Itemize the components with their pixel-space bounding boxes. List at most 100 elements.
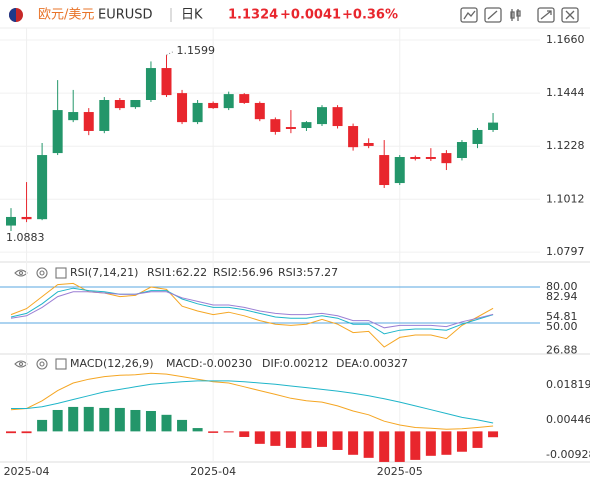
candle-body xyxy=(425,157,436,159)
x-tick-label: 2025-05 xyxy=(377,465,423,478)
macd-bar xyxy=(410,431,421,460)
macd-bar xyxy=(37,419,48,432)
macd-bar xyxy=(254,431,265,444)
gear-icon[interactable] xyxy=(36,358,48,370)
macd-bar xyxy=(394,431,405,462)
x-tick-label: 2025-04 xyxy=(190,465,236,478)
candle-body xyxy=(410,157,421,159)
macd-bar xyxy=(348,431,359,455)
series-line xyxy=(10,287,494,335)
close-button[interactable] xyxy=(561,7,579,23)
macd-bar xyxy=(145,410,156,432)
candle-body xyxy=(270,119,281,132)
y-tick-label: 1.1228 xyxy=(546,139,585,152)
y-tick-label: 50.00 xyxy=(546,320,578,333)
candle-body xyxy=(208,102,219,109)
y-tick-label: 82.94 xyxy=(546,290,578,303)
macd-bar xyxy=(21,431,32,434)
candle-body xyxy=(68,112,79,121)
candle-body xyxy=(379,155,390,186)
macd-bar xyxy=(208,431,219,433)
draw-button[interactable] xyxy=(484,7,502,23)
candle-body xyxy=(21,216,32,220)
macd-bar xyxy=(301,431,312,448)
series-line xyxy=(11,380,494,424)
y-tick-label: 1.1660 xyxy=(546,33,585,46)
macd-bar xyxy=(270,431,281,446)
y-tick-label: 26.88 xyxy=(546,344,578,357)
macd-bar xyxy=(6,431,16,434)
macd-bar xyxy=(223,431,234,433)
symbol[interactable]: 欧元/美元 xyxy=(38,8,94,23)
series-line xyxy=(10,372,494,430)
macd-bar xyxy=(488,431,499,438)
candle-body xyxy=(239,94,250,103)
candle-body xyxy=(192,102,203,123)
indicator-title: MACD(12,26,9) xyxy=(70,357,154,370)
legend-entry: RSI2:56.96 xyxy=(213,266,273,279)
price: 1.1324 xyxy=(228,8,278,23)
x-tick-label: 2025-04 xyxy=(4,465,50,478)
period[interactable]: 日K xyxy=(181,8,203,23)
y-tick-label: 0.00446 xyxy=(546,413,590,426)
macd-bar xyxy=(285,431,296,448)
indicator-title: RSI(7,14,21) xyxy=(70,266,138,279)
candle-body xyxy=(317,107,327,125)
macd-bar xyxy=(239,431,250,437)
candle-body xyxy=(285,127,296,129)
y-tick-label: 1.1012 xyxy=(546,192,585,205)
candle-body xyxy=(332,107,343,127)
candle-body xyxy=(301,122,312,129)
candle-body xyxy=(83,112,94,131)
candle-body xyxy=(177,93,188,123)
change: +0.0041 xyxy=(280,8,341,23)
candle-body xyxy=(363,143,374,146)
macd-bar xyxy=(99,407,110,432)
candle-body xyxy=(6,216,16,226)
indicator-button[interactable] xyxy=(460,7,478,23)
legend-entry: DEA:0.00327 xyxy=(336,357,408,370)
candle-body xyxy=(52,110,63,154)
code: EURUSD xyxy=(98,8,153,23)
macd-bar xyxy=(425,431,436,456)
macd-bar xyxy=(68,406,79,432)
macd-bar xyxy=(379,431,390,462)
y-tick-label: 80.00 xyxy=(546,280,578,293)
legend-entry: RSI1:62.22 xyxy=(147,266,207,279)
macd-bar xyxy=(441,431,452,455)
macd-bar xyxy=(177,419,188,432)
candle-body xyxy=(37,155,48,220)
y-tick-label: 1.1444 xyxy=(546,86,585,99)
candle-body xyxy=(472,129,483,144)
checkbox[interactable] xyxy=(55,358,67,370)
macd-bar xyxy=(363,431,374,458)
y-tick-label: 54.81 xyxy=(546,310,578,323)
candle-body xyxy=(130,99,141,108)
candle-body xyxy=(223,94,234,109)
candle-body xyxy=(99,99,110,131)
candle-body xyxy=(114,99,125,109)
candle-button[interactable] xyxy=(510,9,521,21)
macd-bar xyxy=(114,407,125,432)
macd-bar xyxy=(332,431,343,450)
gear-icon[interactable] xyxy=(36,267,48,279)
legend-entry: DIF:0.00212 xyxy=(262,357,328,370)
checkbox[interactable] xyxy=(55,267,67,279)
high-label: 1.1599 xyxy=(177,44,216,57)
macd-bar xyxy=(472,431,483,448)
y-tick-label: 0.01819 xyxy=(546,378,590,391)
flag-icon xyxy=(9,8,23,22)
candle-body xyxy=(394,157,405,184)
macd-bar xyxy=(130,409,141,432)
y-tick-label: -0.00928 xyxy=(546,448,590,461)
y-tick-label: 1.0797 xyxy=(546,245,585,258)
candle-body xyxy=(254,102,265,120)
change-pct: +0.36% xyxy=(342,8,398,23)
macd-bar xyxy=(161,414,172,432)
candle-body xyxy=(441,153,452,164)
expand-button[interactable] xyxy=(537,7,555,23)
macd-bar xyxy=(83,406,94,432)
legend-entry: MACD:-0.00230 xyxy=(166,357,252,370)
